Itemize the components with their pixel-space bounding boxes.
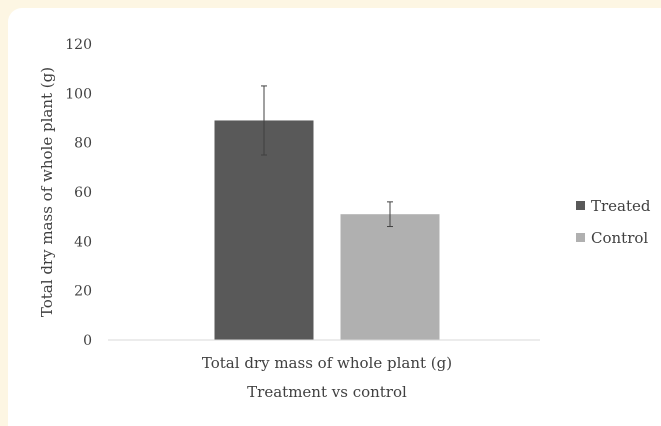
legend-swatch-treated	[576, 201, 585, 210]
legend-swatch-control	[576, 233, 585, 242]
y-tick-labels: 0 20 40 60 80 100 120	[65, 37, 92, 349]
legend-label-treated: Treated	[591, 197, 651, 215]
y-axis-title: Total dry mass of whole plant (g)	[38, 67, 56, 317]
y-tick-label: 60	[74, 185, 92, 201]
bar-control	[340, 214, 440, 340]
y-tick-label: 100	[65, 86, 92, 102]
error-bars	[261, 85, 393, 228]
chart-background	[8, 8, 661, 426]
legend: Treated Control	[576, 197, 651, 247]
y-tick-label: 120	[65, 37, 92, 53]
bars	[214, 120, 440, 340]
y-tick-label: 20	[74, 284, 92, 300]
error-bar-treated	[261, 85, 267, 156]
y-tick-label: 0	[83, 333, 92, 349]
legend-label-control: Control	[591, 229, 648, 247]
bar-treated	[214, 120, 314, 340]
x-axis-title: Treatment vs control	[247, 383, 407, 401]
y-tick-label: 40	[74, 234, 92, 250]
error-bar-control	[387, 201, 393, 228]
x-category-label: Total dry mass of whole plant (g)	[202, 354, 452, 372]
y-tick-label: 80	[74, 136, 92, 152]
